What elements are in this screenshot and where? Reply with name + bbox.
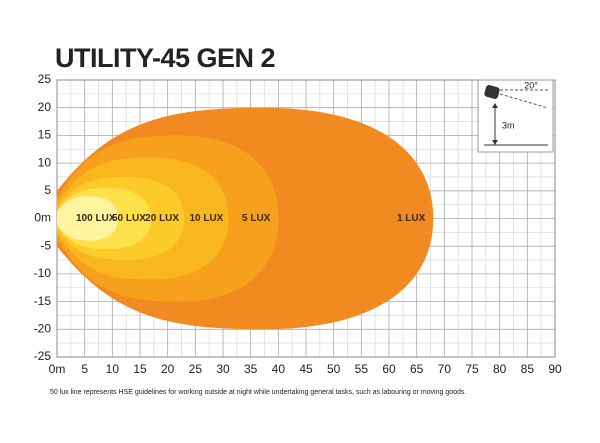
zone-label: 5 LUX — [242, 213, 271, 224]
zones — [57, 107, 434, 330]
y-tick-label: 20 — [38, 100, 52, 114]
x-tick-label: 5 — [81, 362, 88, 376]
x-tick-label: 80 — [493, 362, 507, 376]
footnote: 50 lux line represents HSE guidelines fo… — [50, 389, 466, 396]
x-tick-label: 60 — [382, 362, 396, 376]
zone-label: 50 LUX — [112, 213, 146, 224]
x-tick-label: 20 — [161, 362, 175, 376]
x-tick-label: 70 — [438, 362, 452, 376]
x-tick-label: 50 — [327, 362, 341, 376]
beam-line — [499, 93, 549, 109]
x-tick-label: 10 — [106, 362, 120, 376]
zone-label: 1 LUX — [397, 213, 426, 224]
y-tick-label: 0m — [34, 211, 51, 225]
isolux-zone — [57, 196, 118, 241]
y-tick-label: -15 — [34, 294, 52, 308]
x-tick-label: 35 — [244, 362, 258, 376]
lamp-icon — [484, 85, 500, 99]
zone-label: 20 LUX — [145, 213, 179, 224]
y-tick-label: 10 — [38, 155, 52, 169]
zone-label: 100 LUX — [76, 213, 116, 224]
y-tick-label: 25 — [38, 72, 52, 86]
arrow-heads — [492, 103, 498, 145]
x-tick-label: 85 — [521, 362, 535, 376]
y-tick-label: 15 — [38, 128, 52, 142]
x-tick-label: 45 — [299, 362, 313, 376]
labels: 0m 5 10 15 20 25 30 35 40 45 50 55 60 65 70 75 80 85 90 -25… — [34, 72, 562, 376]
plot-area: 0m 5 10 15 20 25 30 35 40 45 50 55 60 65 70 75 80 85 90 -25… — [34, 72, 562, 376]
chart-title: UTILITY-45 GEN 2 — [55, 43, 275, 73]
x-tick-label: 30 — [216, 362, 230, 376]
height-label: 3m — [502, 120, 515, 130]
y-tick-label: 5 — [44, 183, 51, 197]
x-tick-label: 25 — [189, 362, 203, 376]
x-tick-label: 40 — [272, 362, 286, 376]
y-tick-label: -25 — [34, 349, 52, 363]
x-tick-label: 90 — [548, 362, 562, 376]
y-tick-label: -20 — [34, 321, 52, 335]
y-tick-label: -10 — [34, 266, 52, 280]
zone-label: 10 LUX — [189, 213, 223, 224]
y-tick-label: -5 — [40, 238, 51, 252]
mounting-diagram: 20° 3m — [477, 79, 554, 153]
x-tick-label: 15 — [133, 362, 147, 376]
x-tick-label: 65 — [410, 362, 424, 376]
x-tick-label: 75 — [465, 362, 479, 376]
x-tick-label: 55 — [355, 362, 369, 376]
x-tick-label: 0m — [49, 362, 66, 376]
angle-label: 20° — [524, 80, 538, 90]
